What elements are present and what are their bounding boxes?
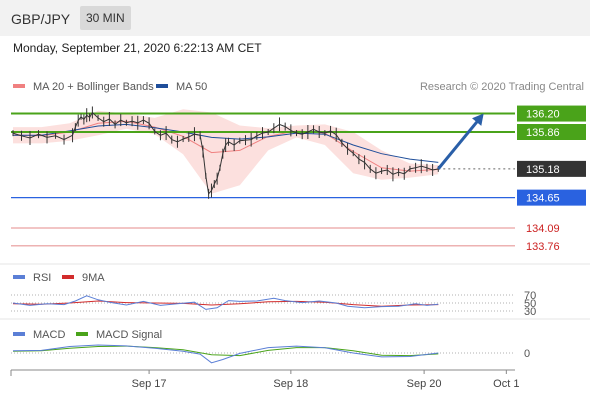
level-135-18-label: 135.18 [526, 164, 560, 176]
legend-swatch-rsi-9ma [62, 275, 74, 279]
macd-line [12, 344, 439, 364]
legend-label-ma50: MA 50 [176, 81, 207, 93]
macd-zero-label: 0 [524, 348, 530, 360]
legend-label-rsi: RSI [33, 272, 51, 284]
level-136-20-label: 136.20 [526, 109, 560, 121]
x-axis-tick-label: Sep 17 [132, 378, 167, 390]
legend-label-macd: MACD [33, 329, 65, 341]
x-axis-tick-label: Sep 20 [407, 378, 442, 390]
level-134-65-tag [517, 189, 586, 206]
rsi-level-label-50: 50 [524, 298, 536, 310]
datetime-label: Monday, September 21, 2020 6:22:13 AM CE… [13, 41, 262, 55]
legend-swatch-ma20-bollinger [13, 84, 25, 88]
legend-swatch-ma50 [156, 84, 168, 88]
level-136-20-tag [517, 105, 586, 122]
chart-header: GBP/JPY 30 MIN [0, 0, 590, 36]
rsi-ma-line [12, 300, 439, 307]
legend-swatch-macd-signal [76, 332, 88, 336]
legend-swatch-rsi [13, 275, 25, 279]
level-133-76-label: 133.76 [526, 241, 560, 253]
macd-signal-line [12, 345, 439, 357]
rsi-level-label-30: 30 [524, 306, 536, 318]
timeframe-button[interactable]: 30 MIN [80, 6, 131, 30]
x-axis-tick-label: Sep 18 [273, 378, 308, 390]
rsi-level-label-70: 70 [524, 290, 536, 302]
legend-label-rsi-9ma: 9MA [82, 272, 105, 284]
rsi-line [12, 295, 439, 310]
level-134-09-label: 134.09 [526, 223, 560, 235]
forecast-arrow-head [472, 113, 484, 126]
level-135-86-tag [517, 124, 586, 140]
attribution: Research © 2020 Trading Central [420, 81, 584, 93]
level-134-65-label: 134.65 [526, 193, 560, 205]
legend-label-ma20-bollinger: MA 20 + Bollinger Bands [33, 81, 154, 93]
legend-label-macd-signal: MACD Signal [96, 329, 162, 341]
forecast-arrow-shaft [437, 117, 481, 170]
legend-swatch-macd [13, 332, 25, 336]
level-135-18-tag [517, 160, 586, 177]
level-135-86-label: 135.86 [526, 127, 560, 139]
x-axis-tick-label: Oct 1 [493, 378, 519, 390]
symbol-label: GBP/JPY [11, 11, 71, 27]
